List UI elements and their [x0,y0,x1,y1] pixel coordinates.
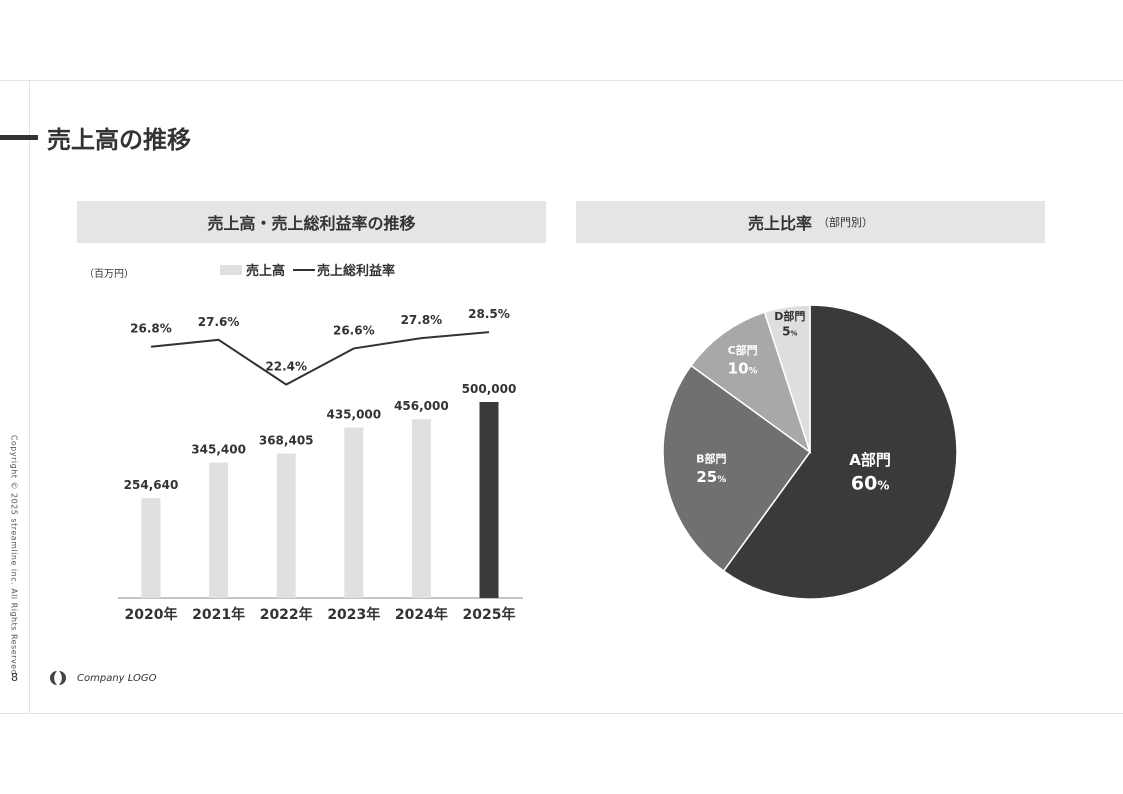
page-title: 売上高の推移 [47,126,191,154]
bar-2024年 [411,419,431,598]
bar-value-label: 500,000 [462,382,517,396]
pie-slice-label: C部門 [728,343,758,357]
pie-slice-label: D部門 [774,309,805,323]
bottom-divider [0,713,1123,714]
company-logo: Company LOGO [47,670,157,686]
x-tick-label: 2025年 [463,606,516,623]
legend-line-label: 売上総利益率 [317,264,396,279]
bar-value-label: 345,400 [191,443,246,457]
bar-2025年 [479,402,499,598]
logo-text: Company LOGO [77,672,157,684]
line-value-label: 22.4% [265,360,307,374]
line-value-label: 28.5% [468,307,510,321]
left-panel-title: 売上高・売上総利益率の推移 [207,214,416,233]
pie-slice-D部門 [763,304,811,453]
page-number: 8 [11,671,18,684]
left-divider [29,81,30,713]
x-tick-label: 2023年 [327,606,380,623]
pie-slice-unit: % [749,366,758,376]
pie-slice-label: A部門 [849,451,891,469]
bar-2020年 [141,498,161,598]
bar-2021年 [209,462,229,598]
x-tick-label: 2021年 [192,606,245,623]
line-value-label: 26.8% [130,322,172,336]
x-tick-label: 2020年 [125,606,178,623]
right-panel-header: 売上比率 （部門別） [576,201,1045,243]
legend-bar-label: 売上高 [246,264,286,279]
chart-legend: 売上高 売上総利益率 [220,260,395,279]
right-panel-title: 売上比率 [747,214,812,233]
bar-value-label: 254,640 [124,478,179,492]
bar-value-label: 435,000 [326,407,381,421]
unit-label: （百万円） [84,269,134,280]
bar-value-label: 368,405 [259,434,314,448]
line-value-label: 27.6% [198,315,240,329]
title-accent-bar [0,135,38,140]
bar-2022年 [276,453,296,598]
top-divider [0,80,1123,81]
x-tick-label: 2024年 [395,606,448,623]
logo-mark-icon [47,670,69,686]
right-panel-subtitle: （部門別） [818,216,873,229]
pie-slice-value: 60% [851,473,889,495]
pie-slice-C部門 [690,311,812,454]
legend-bar-swatch [220,264,242,275]
pie-slice-A部門 [722,304,958,600]
left-panel-header: 売上高・売上総利益率の推移 [77,201,546,243]
pie-slice-unit: % [877,479,889,493]
pie-slice-B部門 [662,364,812,572]
x-tick-label: 2022年 [260,606,313,623]
pie-slice-unit: % [790,330,797,338]
line-value-label: 27.8% [401,313,443,327]
copyright-text: Copyright © 2025 streamline inc. All Rig… [9,434,19,676]
pie-slice-unit: % [717,475,726,485]
line-value-label: 26.6% [333,323,375,337]
legend-line-swatch [293,268,316,271]
bar-value-label: 456,000 [394,399,449,413]
bar-2023年 [344,427,364,598]
profit-rate-line [150,331,490,386]
pie-slice-label: B部門 [696,451,726,465]
